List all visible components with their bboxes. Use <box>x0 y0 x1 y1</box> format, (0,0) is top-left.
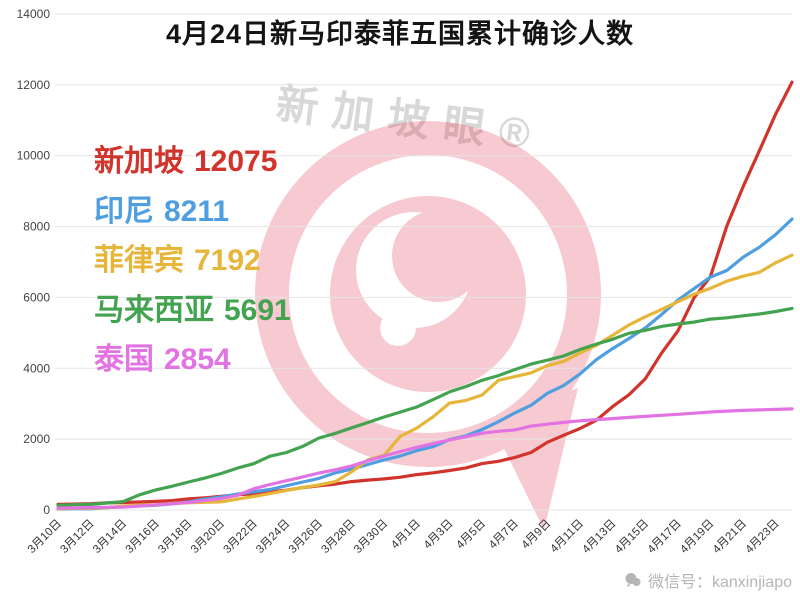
svg-text:3月28日: 3月28日 <box>319 518 357 556</box>
svg-text:3月30日: 3月30日 <box>352 518 390 556</box>
svg-text:4月3日: 4月3日 <box>422 518 456 552</box>
svg-text:4月7日: 4月7日 <box>487 518 521 552</box>
legend-item-malaysia: 马来西亚 5691 <box>94 291 291 332</box>
svg-text:4000: 4000 <box>23 361 50 375</box>
page-title: 4月24日新马印泰菲五国累计确诊人数 <box>165 19 635 49</box>
svg-text:4月17日: 4月17日 <box>646 518 684 556</box>
y-axis-labels: 0 2000 4000 6000 8000 10000 12000 14000 <box>17 7 51 517</box>
svg-text:4月21日: 4月21日 <box>711 518 749 556</box>
gridlines <box>55 13 792 511</box>
wechat-icon <box>625 573 641 587</box>
legend-value: 2854 <box>164 343 231 376</box>
svg-text:3月16日: 3月16日 <box>124 518 162 556</box>
legend-value: 8211 <box>164 194 230 228</box>
svg-text:14000: 14000 <box>17 7 51 21</box>
legend-name: 新加坡 <box>94 145 184 178</box>
svg-text:3月10日: 3月10日 <box>26 518 64 556</box>
svg-text:0: 0 <box>43 503 50 517</box>
svg-text:6000: 6000 <box>23 290 50 304</box>
svg-text:12000: 12000 <box>17 78 51 92</box>
svg-text:4月19日: 4月19日 <box>678 518 716 556</box>
wechat-id-text: 微信号：kanxinjiapo <box>647 574 792 591</box>
legend-name: 马来西亚 <box>94 293 214 327</box>
svg-text:4月13日: 4月13日 <box>580 518 618 556</box>
legend-name: 菲律宾 <box>94 244 184 277</box>
legend-item-thailand: 泰国 2854 <box>94 340 291 381</box>
svg-text:10000: 10000 <box>17 149 51 163</box>
svg-text:3月20日: 3月20日 <box>189 518 227 556</box>
svg-text:4月15日: 4月15日 <box>613 518 651 556</box>
legend-item-philippines: 菲律宾 7192 <box>94 241 291 282</box>
x-axis-labels: 3月10日3月12日3月14日3月16日3月18日3月20日3月22日3月24日… <box>26 518 782 556</box>
series-lines <box>56 80 794 511</box>
svg-text:3月22日: 3月22日 <box>222 518 260 556</box>
legend-value: 12075 <box>194 145 278 178</box>
svg-text:3月12日: 3月12日 <box>58 518 96 556</box>
svg-text:4月11日: 4月11日 <box>548 518 586 556</box>
svg-text:4月5日: 4月5日 <box>454 518 488 552</box>
svg-text:4月23日: 4月23日 <box>743 518 781 556</box>
chart-legend: 新加坡 12075 印尼 8211 菲律宾 7192 马来西亚 5691 泰国 2854 <box>94 142 291 381</box>
svg-text:2000: 2000 <box>23 432 50 446</box>
legend-item-singapore: 新加坡 12075 <box>94 142 291 183</box>
svg-text:3月26日: 3月26日 <box>287 518 325 556</box>
svg-text:3月24日: 3月24日 <box>254 518 292 556</box>
legend-value: 5691 <box>224 293 291 327</box>
legend-name: 泰国 <box>94 343 154 376</box>
wechat-credit: 微信号：kanxinjiapo <box>624 568 792 592</box>
svg-text:3月14日: 3月14日 <box>91 518 129 556</box>
legend-value: 7192 <box>194 244 261 277</box>
svg-text:8000: 8000 <box>23 220 50 234</box>
legend-item-indonesia: 印尼 8211 <box>94 192 291 233</box>
legend-name: 印尼 <box>94 194 154 228</box>
svg-text:4月1日: 4月1日 <box>389 518 423 552</box>
svg-text:3月18日: 3月18日 <box>156 518 194 556</box>
